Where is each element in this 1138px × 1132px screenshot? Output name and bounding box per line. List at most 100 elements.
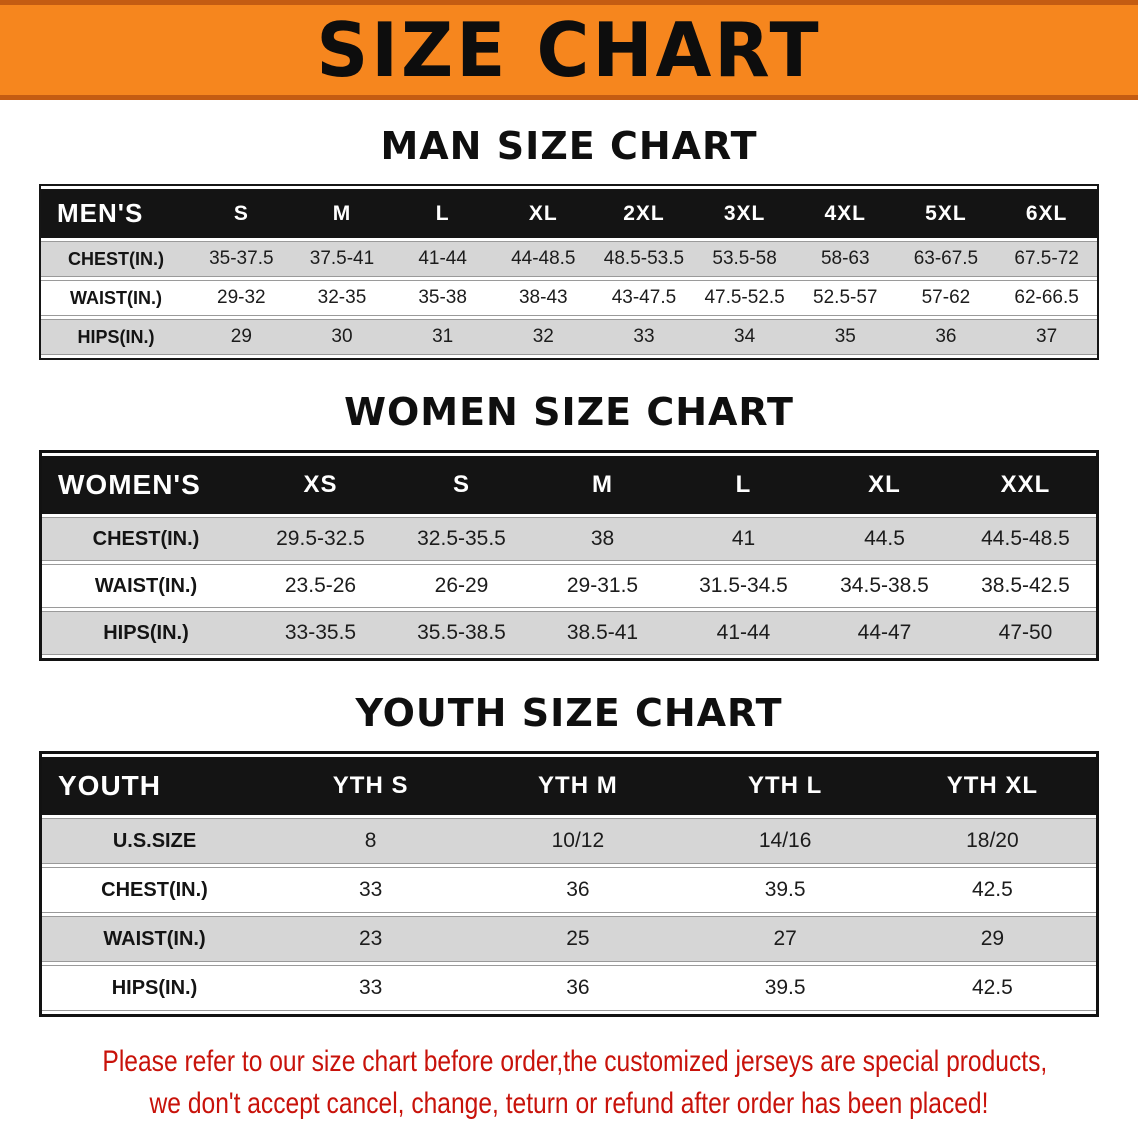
size-value-cell: 18/20 bbox=[888, 818, 1096, 864]
size-value-cell: 32.5-35.5 bbox=[391, 517, 532, 561]
men-section: MAN SIZE CHART MEN'S S M L XL 2XL 3XL 4XL 5XL 6XL… bbox=[0, 124, 1138, 360]
disclaimer-line-1: Please refer to our size chart before or… bbox=[102, 1045, 1048, 1078]
size-value-cell: 26-29 bbox=[391, 564, 532, 608]
size-value-cell: 8 bbox=[267, 818, 475, 864]
size-value-cell: 29 bbox=[191, 319, 292, 355]
size-value-cell: 53.5-58 bbox=[694, 241, 795, 277]
disclaimer: Please refer to our size chart before or… bbox=[0, 1041, 1138, 1125]
size-value-cell: 41 bbox=[673, 517, 814, 561]
size-value-cell: 29.5-32.5 bbox=[250, 517, 391, 561]
women-section-heading: WOMEN SIZE CHART bbox=[344, 390, 794, 434]
size-column-header: 5XL bbox=[895, 189, 997, 238]
size-value-cell: 63-67.5 bbox=[895, 241, 997, 277]
size-value-cell: 38.5-41 bbox=[532, 611, 673, 655]
size-column-header: XL bbox=[814, 456, 955, 514]
size-column-header: YTH M bbox=[474, 757, 682, 815]
size-value-cell: 38-43 bbox=[492, 280, 594, 316]
disclaimer-line-2: we don't accept cancel, change, teturn o… bbox=[149, 1087, 989, 1120]
size-value-cell: 33 bbox=[593, 319, 695, 355]
youth-section-heading: YOUTH SIZE CHART bbox=[355, 691, 783, 735]
size-column-header: S bbox=[191, 189, 292, 238]
table-row: HIPS(IN.) 33-35.5 35.5-38.5 38.5-41 41-44 44-… bbox=[42, 611, 1096, 655]
size-value-cell: 58-63 bbox=[794, 241, 896, 277]
size-value-cell: 44-47 bbox=[814, 611, 955, 655]
size-value-cell: 44-48.5 bbox=[492, 241, 594, 277]
table-title-cell: WOMEN'S bbox=[42, 456, 250, 514]
size-value-cell: 32-35 bbox=[291, 280, 393, 316]
size-value-cell: 37 bbox=[996, 319, 1097, 355]
size-value-cell: 41-44 bbox=[392, 241, 493, 277]
table-row: CHEST(IN.) 29.5-32.5 32.5-35.5 38 41 44.5 44.5… bbox=[42, 517, 1096, 561]
size-value-cell: 36 bbox=[895, 319, 997, 355]
size-value-cell: 14/16 bbox=[681, 818, 889, 864]
size-value-cell: 23.5-26 bbox=[250, 564, 391, 608]
size-value-cell: 33-35.5 bbox=[250, 611, 391, 655]
size-column-header: M bbox=[291, 189, 393, 238]
size-value-cell: 57-62 bbox=[895, 280, 997, 316]
size-column-header: YTH L bbox=[681, 757, 889, 815]
size-column-header: M bbox=[532, 456, 673, 514]
size-value-cell: 31.5-34.5 bbox=[673, 564, 814, 608]
table-header-row: YOUTH YTH S YTH M YTH L YTH XL bbox=[42, 757, 1096, 815]
size-value-cell: 41-44 bbox=[673, 611, 814, 655]
table-row: WAIST(IN.) 23.5-26 26-29 29-31.5 31.5-34.5 34… bbox=[42, 564, 1096, 608]
table-row: WAIST(IN.) 23 25 27 29 bbox=[42, 916, 1096, 962]
youth-section: YOUTH SIZE CHART YOUTH YTH S YTH M YTH L YTH… bbox=[0, 691, 1138, 1017]
size-value-cell: 33 bbox=[267, 965, 475, 1011]
table-row: HIPS(IN.) 33 36 39.5 42.5 bbox=[42, 965, 1096, 1011]
table-row: U.S.SIZE 8 10/12 14/16 18/20 bbox=[42, 818, 1096, 864]
size-value-cell: 27 bbox=[681, 916, 889, 962]
size-value-cell: 47-50 bbox=[955, 611, 1096, 655]
size-value-cell: 42.5 bbox=[888, 867, 1096, 913]
table-row: WAIST(IN.) 29-32 32-35 35-38 38-43 43-47.5 47.… bbox=[41, 280, 1097, 316]
size-column-header: XS bbox=[250, 456, 391, 514]
size-value-cell: 37.5-41 bbox=[291, 241, 393, 277]
table-title-cell: MEN'S bbox=[41, 189, 191, 238]
size-value-cell: 35.5-38.5 bbox=[391, 611, 532, 655]
size-value-cell: 29-32 bbox=[191, 280, 292, 316]
size-value-cell: 43-47.5 bbox=[593, 280, 695, 316]
women-section: WOMEN SIZE CHART WOMEN'S XS S M L XL XXL CHEST(… bbox=[0, 390, 1138, 661]
size-column-header: 2XL bbox=[593, 189, 695, 238]
row-label: CHEST(IN.) bbox=[41, 241, 191, 277]
size-value-cell: 42.5 bbox=[888, 965, 1096, 1011]
size-value-cell: 23 bbox=[267, 916, 475, 962]
size-column-header: L bbox=[673, 456, 814, 514]
size-column-header: XXL bbox=[955, 456, 1096, 514]
size-value-cell: 52.5-57 bbox=[794, 280, 896, 316]
row-label: HIPS(IN.) bbox=[42, 965, 267, 1011]
size-value-cell: 36 bbox=[474, 867, 682, 913]
table-row: CHEST(IN.) 33 36 39.5 42.5 bbox=[42, 867, 1096, 913]
size-value-cell: 39.5 bbox=[681, 965, 889, 1011]
size-value-cell: 35-38 bbox=[392, 280, 493, 316]
size-value-cell: 10/12 bbox=[474, 818, 682, 864]
size-value-cell: 35 bbox=[794, 319, 896, 355]
size-column-header: YTH XL bbox=[888, 757, 1096, 815]
row-label: WAIST(IN.) bbox=[41, 280, 191, 316]
size-value-cell: 25 bbox=[474, 916, 682, 962]
table-title-cell: YOUTH bbox=[42, 757, 267, 815]
row-label: HIPS(IN.) bbox=[41, 319, 191, 355]
size-value-cell: 67.5-72 bbox=[996, 241, 1097, 277]
size-value-cell: 44.5 bbox=[814, 517, 955, 561]
size-value-cell: 29 bbox=[888, 916, 1096, 962]
size-value-cell: 38.5-42.5 bbox=[955, 564, 1096, 608]
page-title: SIZE CHART bbox=[316, 6, 822, 94]
size-value-cell: 44.5-48.5 bbox=[955, 517, 1096, 561]
table-header-row: MEN'S S M L XL 2XL 3XL 4XL 5XL 6XL bbox=[41, 189, 1097, 238]
table-row: CHEST(IN.) 35-37.5 37.5-41 41-44 44-48.5 48.5… bbox=[41, 241, 1097, 277]
size-value-cell: 32 bbox=[492, 319, 594, 355]
size-value-cell: 36 bbox=[474, 965, 682, 1011]
size-value-cell: 34.5-38.5 bbox=[814, 564, 955, 608]
row-label: CHEST(IN.) bbox=[42, 867, 267, 913]
size-value-cell: 47.5-52.5 bbox=[694, 280, 795, 316]
row-label: HIPS(IN.) bbox=[42, 611, 250, 655]
men-section-heading: MAN SIZE CHART bbox=[380, 124, 758, 168]
row-label: WAIST(IN.) bbox=[42, 916, 267, 962]
table-header-row: WOMEN'S XS S M L XL XXL bbox=[42, 456, 1096, 514]
youth-size-table: YOUTH YTH S YTH M YTH L YTH XL U.S.SIZE 8 10/12… bbox=[39, 751, 1099, 1017]
size-value-cell: 48.5-53.5 bbox=[593, 241, 695, 277]
size-value-cell: 62-66.5 bbox=[996, 280, 1097, 316]
table-row: HIPS(IN.) 29 30 31 32 33 34 35 36 37 bbox=[41, 319, 1097, 355]
